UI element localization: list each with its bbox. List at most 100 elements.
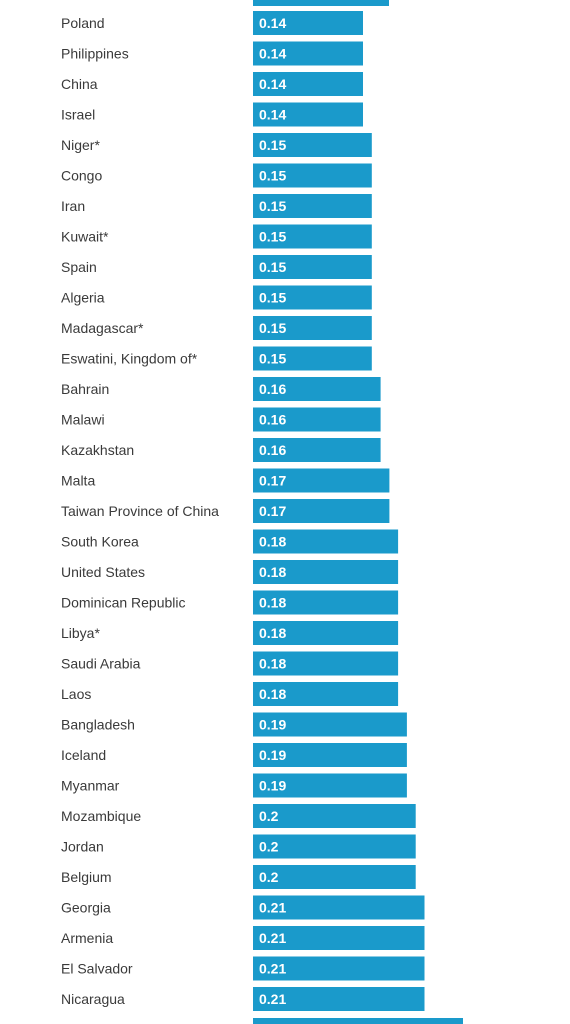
value-label: 0.18 bbox=[259, 686, 286, 702]
bar bbox=[253, 621, 399, 645]
value-label: 0.15 bbox=[259, 259, 286, 275]
bar bbox=[253, 712, 407, 737]
category-label: Myanmar bbox=[61, 778, 120, 794]
bar bbox=[253, 255, 372, 279]
bar bbox=[253, 11, 363, 35]
value-label: 0.15 bbox=[259, 351, 286, 367]
category-label: Mozambique bbox=[61, 808, 141, 824]
category-label: Iceland bbox=[61, 747, 106, 763]
bar bbox=[253, 529, 399, 554]
value-label: 0.19 bbox=[259, 778, 286, 794]
value-label: 0.21 bbox=[259, 961, 286, 977]
value-label: 0.14 bbox=[259, 46, 286, 62]
value-label: 0.15 bbox=[259, 229, 286, 245]
category-label: Laos bbox=[61, 686, 91, 702]
category-label: Malawi bbox=[61, 412, 105, 428]
value-label: 0.16 bbox=[259, 381, 286, 397]
bar bbox=[253, 895, 425, 920]
category-label: Malta bbox=[61, 473, 95, 489]
value-label: 0.14 bbox=[259, 15, 286, 31]
bar bbox=[253, 956, 425, 981]
category-label: South Korea bbox=[61, 534, 139, 550]
bar bbox=[253, 438, 381, 462]
bar bbox=[253, 72, 363, 96]
bar bbox=[253, 682, 399, 706]
category-label: Bangladesh bbox=[61, 717, 135, 733]
bar-partial-bottom bbox=[253, 1018, 463, 1024]
value-label: 0.15 bbox=[259, 137, 286, 153]
bar bbox=[253, 163, 372, 188]
value-label: 0.19 bbox=[259, 717, 286, 733]
category-label: Armenia bbox=[61, 930, 113, 946]
value-label: 0.2 bbox=[259, 808, 279, 824]
bar bbox=[253, 133, 372, 157]
bar bbox=[253, 377, 381, 401]
bar bbox=[253, 804, 416, 828]
category-label: Jordan bbox=[61, 839, 104, 855]
category-label: Poland bbox=[61, 15, 105, 31]
category-label: Philippines bbox=[61, 46, 129, 62]
category-label: Iran bbox=[61, 198, 85, 214]
category-label: Libya* bbox=[61, 625, 100, 641]
value-label: 0.18 bbox=[259, 656, 286, 672]
bar bbox=[253, 987, 425, 1011]
bar bbox=[253, 560, 399, 584]
bar bbox=[253, 590, 399, 615]
category-label: Belgium bbox=[61, 869, 112, 885]
category-label: Georgia bbox=[61, 900, 111, 916]
bar bbox=[253, 926, 425, 950]
value-label: 0.15 bbox=[259, 290, 286, 306]
category-label: Niger* bbox=[61, 137, 100, 153]
bar bbox=[253, 224, 372, 249]
value-label: 0.14 bbox=[259, 76, 286, 92]
bars-layer bbox=[253, 0, 463, 1024]
value-label: 0.14 bbox=[259, 107, 286, 123]
category-label: Kuwait* bbox=[61, 229, 109, 245]
value-label: 0.19 bbox=[259, 747, 286, 763]
category-label: United States bbox=[61, 564, 145, 580]
value-label: 0.15 bbox=[259, 198, 286, 214]
labels-layer: Poland 0.14 Philippines 0.14 China 0.14 Israel… bbox=[61, 15, 286, 1007]
category-label: Taiwan Province of China bbox=[61, 503, 219, 519]
category-label: Nicaragua bbox=[61, 991, 125, 1007]
category-label: Congo bbox=[61, 168, 102, 184]
bar bbox=[253, 316, 372, 340]
value-label: 0.2 bbox=[259, 839, 279, 855]
bar bbox=[253, 865, 416, 889]
value-label: 0.18 bbox=[259, 534, 286, 550]
category-label: Saudi Arabia bbox=[61, 656, 141, 672]
category-label: Eswatini, Kingdom of* bbox=[61, 351, 198, 367]
category-label: Spain bbox=[61, 259, 97, 275]
value-label: 0.18 bbox=[259, 595, 286, 611]
bar bbox=[253, 743, 407, 767]
value-label: 0.16 bbox=[259, 442, 286, 458]
category-label: Bahrain bbox=[61, 381, 109, 397]
category-label: Madagascar* bbox=[61, 320, 144, 336]
bar-partial-top bbox=[253, 0, 389, 6]
bar bbox=[253, 102, 363, 127]
bar bbox=[253, 834, 416, 859]
bar bbox=[253, 346, 372, 371]
category-label: Kazakhstan bbox=[61, 442, 134, 458]
value-label: 0.16 bbox=[259, 412, 286, 428]
value-label: 0.21 bbox=[259, 900, 286, 916]
category-label: Israel bbox=[61, 107, 95, 123]
value-label: 0.17 bbox=[259, 473, 286, 489]
value-label: 0.21 bbox=[259, 991, 286, 1007]
bar bbox=[253, 773, 407, 798]
value-label: 0.2 bbox=[259, 869, 279, 885]
value-label: 0.15 bbox=[259, 320, 286, 336]
bar bbox=[253, 468, 390, 493]
bar bbox=[253, 407, 381, 432]
bar bbox=[253, 651, 399, 676]
category-label: El Salvador bbox=[61, 961, 133, 977]
value-label: 0.17 bbox=[259, 503, 286, 519]
bar bbox=[253, 499, 390, 523]
bar bbox=[253, 194, 372, 218]
category-label: Algeria bbox=[61, 290, 105, 306]
value-label: 0.21 bbox=[259, 930, 286, 946]
value-label: 0.18 bbox=[259, 564, 286, 580]
category-label: Dominican Republic bbox=[61, 595, 186, 611]
bar bbox=[253, 285, 372, 310]
